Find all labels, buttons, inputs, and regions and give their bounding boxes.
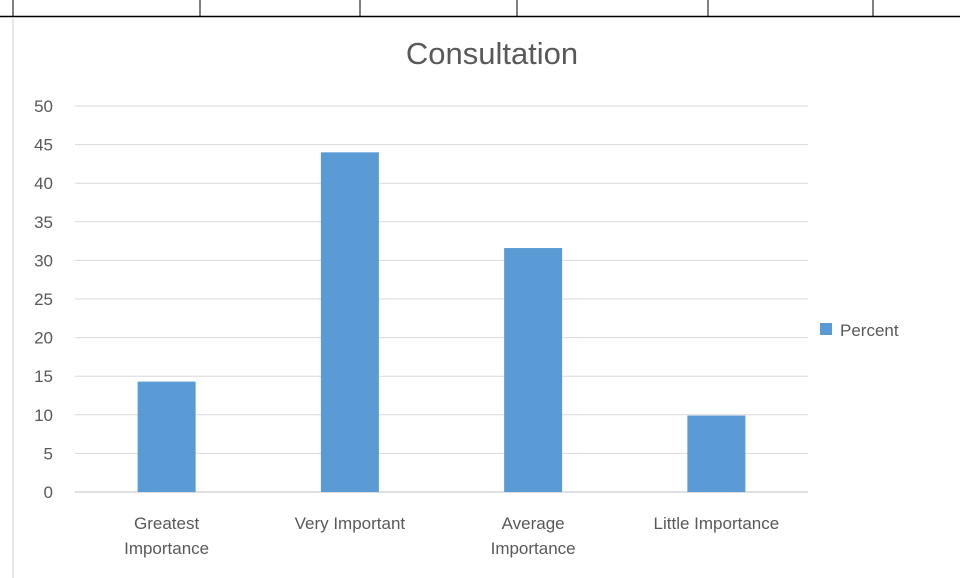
x-category-label: Little Importance: [654, 514, 780, 533]
y-tick-label: 45: [34, 136, 53, 155]
y-tick-label: 50: [34, 97, 53, 116]
bar: [137, 381, 196, 492]
y-tick-label: 30: [34, 251, 53, 270]
x-category-label: Greatest: [134, 514, 199, 533]
y-tick-label: 20: [34, 329, 53, 348]
x-category-label: Importance: [124, 539, 209, 558]
bars: [137, 152, 746, 492]
legend: Percent: [820, 321, 899, 340]
y-tick-label: 40: [34, 174, 53, 193]
y-tick-label: 0: [44, 483, 53, 502]
y-tick-label: 35: [34, 213, 53, 232]
x-category-label: Importance: [491, 539, 576, 558]
x-category-label: Very Important: [295, 514, 406, 533]
gridlines: [75, 105, 808, 493]
y-tick-label: 25: [34, 290, 53, 309]
y-tick-label: 5: [44, 444, 53, 463]
chart-title: Consultation: [406, 36, 578, 71]
bar: [687, 415, 746, 492]
legend-label-percent: Percent: [840, 321, 899, 340]
x-axis-labels: Greatest Importance Very Important Average I…: [124, 514, 779, 558]
y-axis-ticks: 0 5 10 15 20 25 30 35 40 45 50: [34, 97, 53, 502]
bar: [320, 152, 379, 492]
x-category-label: Average: [502, 514, 565, 533]
legend-swatch-percent: [820, 323, 832, 335]
y-tick-label: 10: [34, 406, 53, 425]
bar: [504, 248, 563, 492]
y-tick-label: 15: [34, 367, 53, 386]
